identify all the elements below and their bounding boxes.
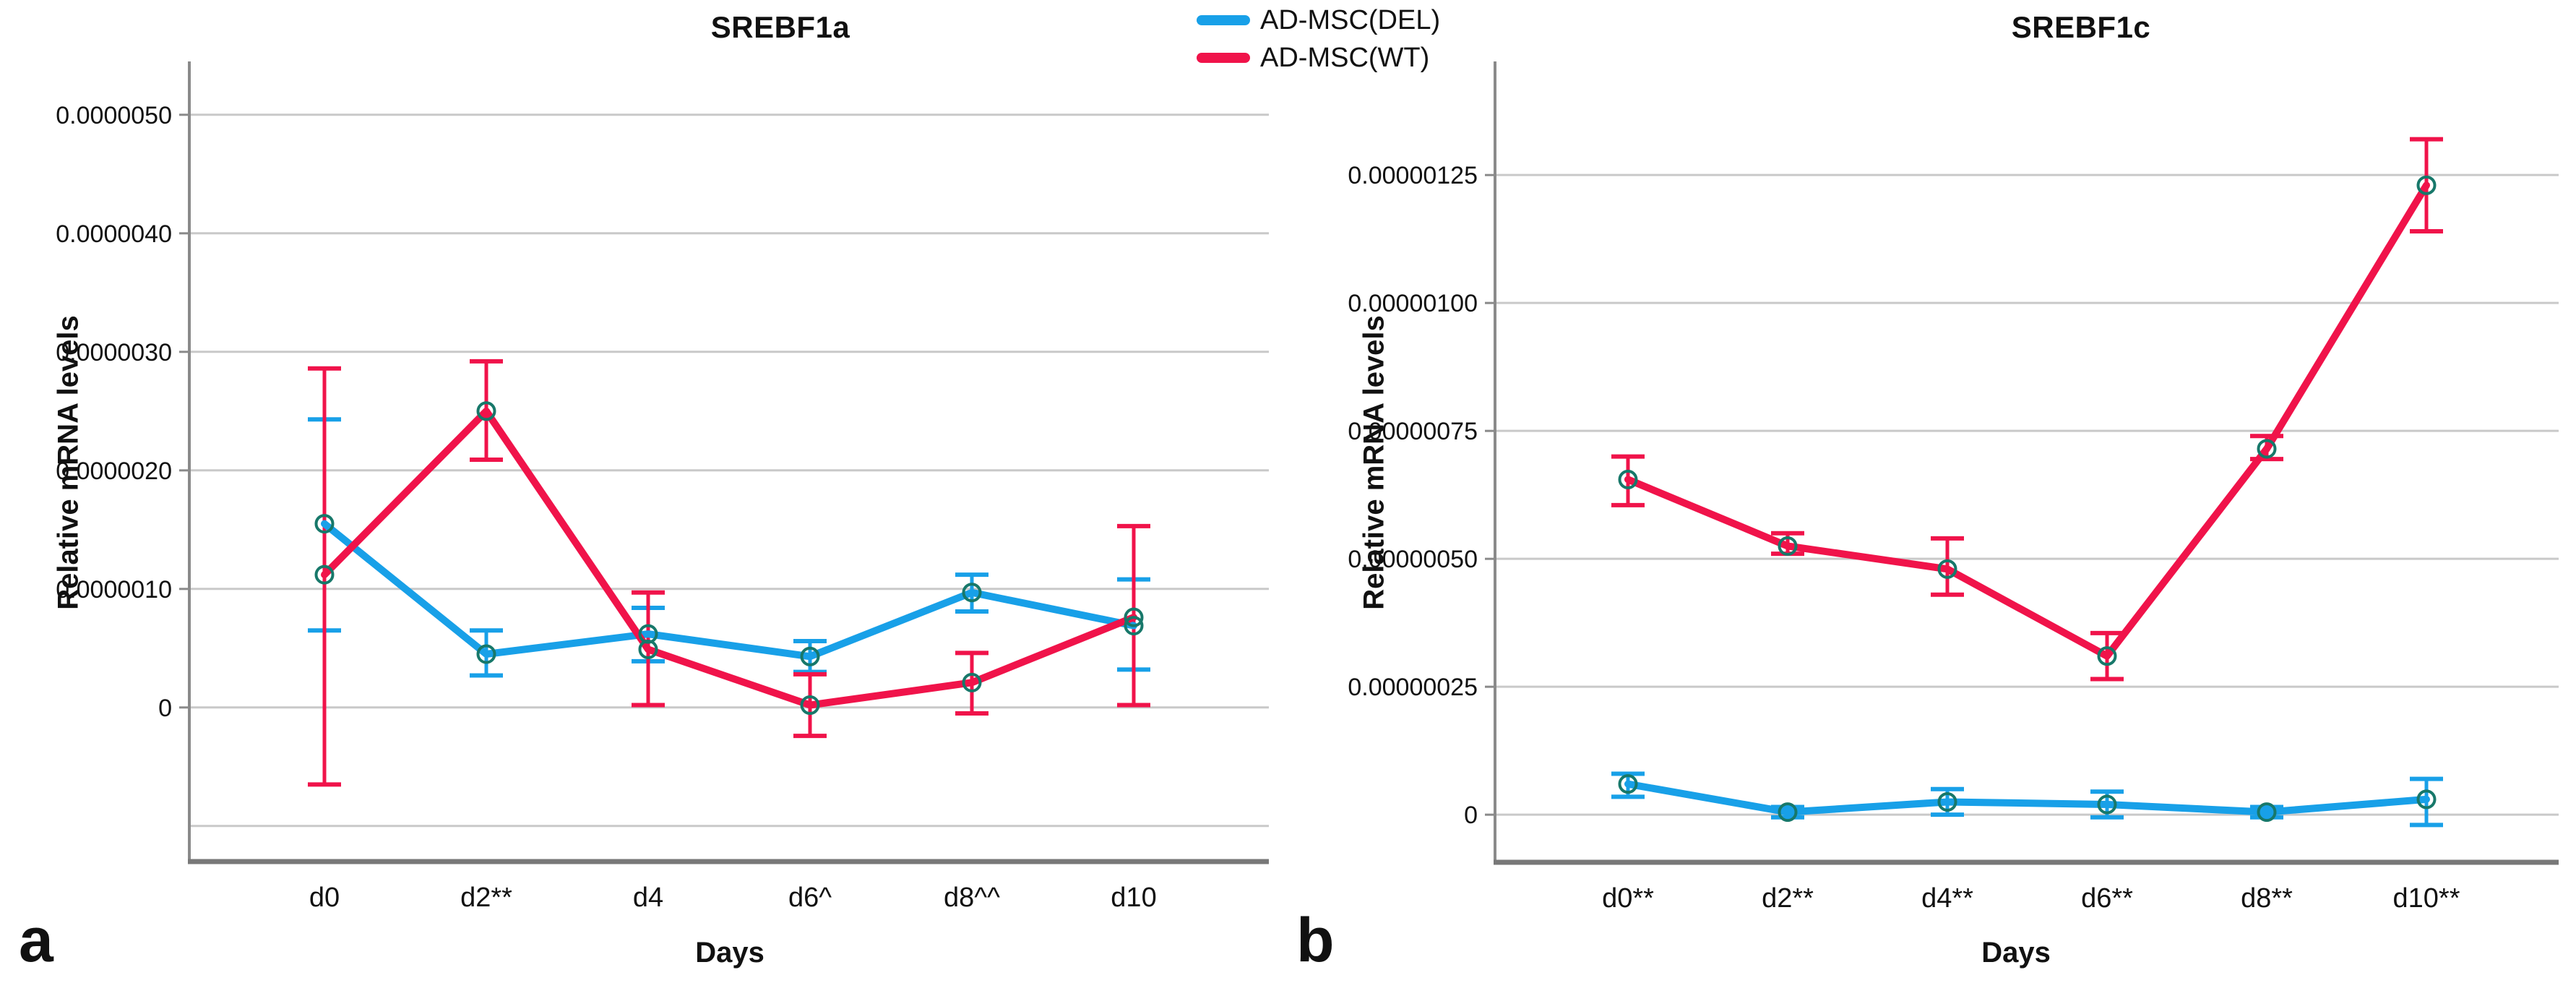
chart-title-srebf1c: SREBF1c xyxy=(2011,10,2151,44)
data-point-marker xyxy=(800,695,820,716)
legend: AD-MSC(DEL) AD-MSC(WT) xyxy=(1197,4,1440,74)
x-tick-label: d2** xyxy=(460,883,512,913)
data-point-marker xyxy=(2416,175,2437,195)
panel-letter-b: b xyxy=(1296,906,1335,975)
y-tick-label: 0.00000100 xyxy=(1348,290,1478,317)
data-point-marker xyxy=(314,514,335,534)
data-point-marker xyxy=(1618,469,1638,489)
legend-item-del: AD-MSC(DEL) xyxy=(1197,4,1440,36)
y-axis-title-a: Relative mRNA levels xyxy=(52,315,85,610)
series-line xyxy=(1624,780,2430,816)
data-point-marker xyxy=(1124,616,1144,636)
data-point-marker xyxy=(1124,607,1144,627)
y-tick-label: 0.0000020 xyxy=(56,458,172,485)
data-point-marker xyxy=(1778,802,1798,823)
legend-swatch-wt xyxy=(1197,53,1250,63)
x-tick-label: d8** xyxy=(2241,883,2293,914)
data-point-marker xyxy=(2416,789,2437,810)
data-point-marker xyxy=(2257,439,2277,459)
data-point-marker xyxy=(476,401,496,421)
y-tick-label: 0.00000025 xyxy=(1348,674,1478,701)
panel-letter-a: a xyxy=(19,906,53,975)
data-point-marker xyxy=(2257,802,2277,823)
data-point-marker xyxy=(1937,791,1957,812)
data-point-marker xyxy=(314,564,335,585)
x-tick-label: d10 xyxy=(1111,883,1156,913)
y-tick-label: 0 xyxy=(1464,802,1478,829)
legend-label-wt: AD-MSC(WT) xyxy=(1260,42,1430,73)
chart-title-srebf1a: SREBF1a xyxy=(710,10,850,44)
legend-label-del: AD-MSC(DEL) xyxy=(1260,4,1441,35)
series-line xyxy=(321,407,1137,709)
data-point-marker xyxy=(2097,794,2117,815)
series-line xyxy=(321,520,1137,661)
y-tick-label: 0.00000125 xyxy=(1348,162,1478,189)
y-tick-label: 0.00000075 xyxy=(1348,418,1478,445)
x-tick-label: d8^^ xyxy=(944,883,1000,913)
y-tick-label: 0.0000010 xyxy=(56,576,172,604)
legend-swatch-del xyxy=(1197,15,1250,25)
data-point-marker xyxy=(1618,774,1638,794)
data-point-marker xyxy=(638,639,658,659)
x-axis-title-a: Days xyxy=(695,937,764,969)
y-tick-label: 0.0000050 xyxy=(56,102,172,129)
data-point-marker xyxy=(476,644,496,664)
x-tick-label: d4** xyxy=(1921,883,1973,914)
series-line xyxy=(1624,181,2430,660)
y-tick-label: 0.0000030 xyxy=(56,339,172,366)
x-tick-label: d2** xyxy=(1762,883,1814,914)
y-tick-label: 0.00000050 xyxy=(1348,546,1478,573)
x-tick-label: d0** xyxy=(1602,883,1654,914)
x-axis-title-b: Days xyxy=(1981,937,2051,969)
legend-item-wt: AD-MSC(WT) xyxy=(1197,42,1440,74)
x-tick-label: d4 xyxy=(633,883,663,913)
y-axis-title-b: Relative mRNA levels xyxy=(1358,315,1390,610)
data-point-marker xyxy=(800,646,820,666)
data-point-marker xyxy=(962,672,982,692)
data-point-marker xyxy=(1937,559,1957,579)
data-point-marker xyxy=(2097,646,2117,666)
x-tick-label: d0 xyxy=(309,883,340,913)
x-tick-label: d6** xyxy=(2081,883,2133,914)
x-tick-label: d6^ xyxy=(788,883,832,913)
y-tick-label: 0 xyxy=(158,695,172,722)
x-tick-label: d10** xyxy=(2393,883,2460,914)
y-tick-label: 0.0000040 xyxy=(56,220,172,248)
data-point-marker xyxy=(1778,536,1798,556)
data-point-marker xyxy=(962,583,982,603)
